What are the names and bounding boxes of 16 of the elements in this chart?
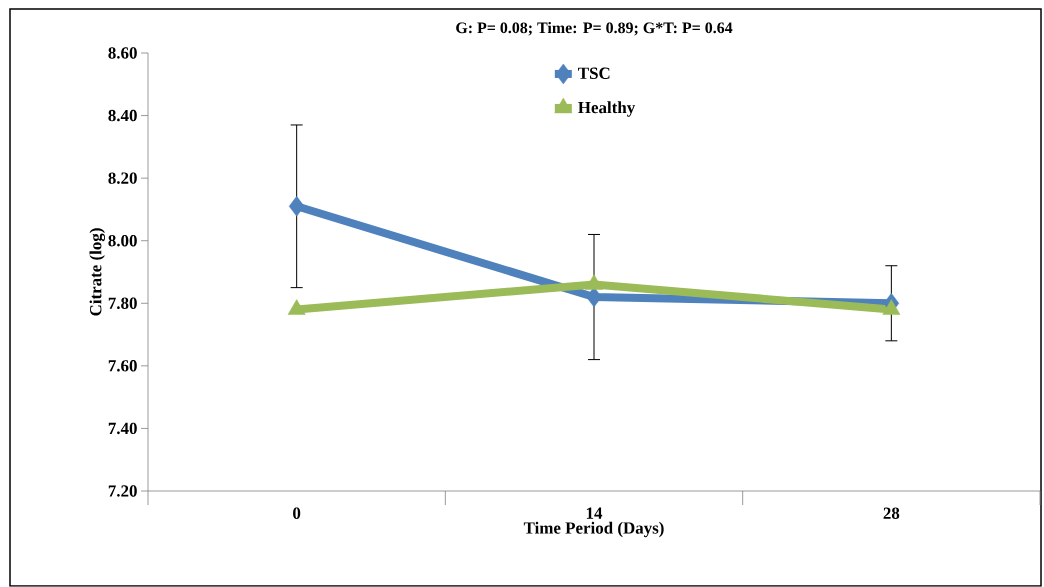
- y-tick-label: 7.60: [108, 360, 137, 372]
- legend-label: Healthy: [578, 101, 636, 117]
- x-tick-label: 0: [293, 507, 301, 520]
- x-tick-label: 14: [586, 507, 603, 519]
- y-tick-label: 7.20: [108, 485, 137, 497]
- y-tick-label: 8.40: [108, 109, 137, 122]
- y-tick-label: 7.80: [108, 297, 137, 310]
- legend-label: TSC: [578, 67, 610, 80]
- x-axis-title: Time Period (Days): [523, 521, 664, 538]
- y-tick-label: 8.20: [108, 172, 137, 185]
- y-tick-label: 8.60: [108, 47, 137, 59]
- y-tick-label: 7.40: [108, 422, 137, 435]
- chart-title: G: P= 0.08; Time: P= 0.89; G*T: P= 0.64: [456, 22, 733, 36]
- y-axis-title: Citrate (log): [89, 228, 105, 316]
- y-tick-label: 8.00: [108, 235, 137, 247]
- x-tick-label: 28: [883, 507, 900, 520]
